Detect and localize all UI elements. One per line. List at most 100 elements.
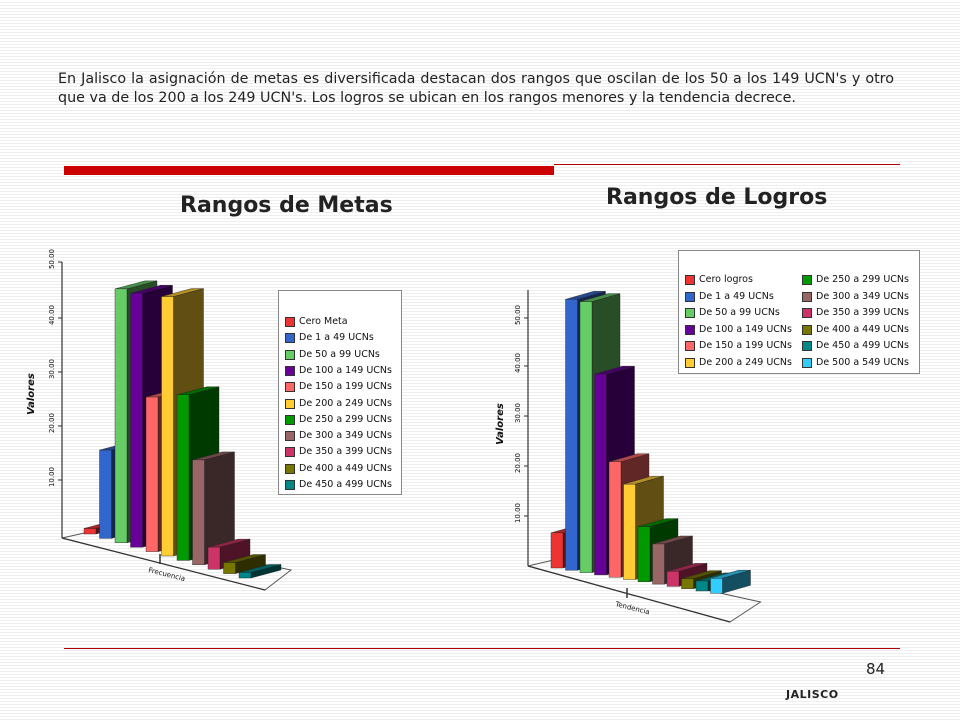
bar-front (83, 528, 97, 535)
legend-label: De 200 a 249 UCNs (699, 356, 792, 368)
bar-8 (192, 451, 235, 566)
legend-swatch (285, 398, 295, 409)
bar-front (145, 396, 159, 552)
bar-front (681, 578, 694, 589)
y-axis-title: Valores (495, 403, 506, 445)
bar-front (579, 301, 593, 573)
legend-item: De 450 a 499 UCNs (802, 339, 909, 353)
y-tick-label: 50.00 (48, 249, 56, 269)
y-tick-label: 20.00 (48, 413, 56, 433)
thin-divider (554, 164, 900, 165)
y-axis-title: Valores (26, 373, 37, 415)
legend-label: Cero Meta (299, 316, 348, 327)
legend-logros: Cero logros De 1 a 49 UCNs De 50 a 99 UCNs… (678, 250, 920, 374)
bar-front (176, 394, 190, 561)
legend-item: De 100 a 149 UCNs (685, 323, 792, 337)
y-tick-label: 20.00 (514, 453, 522, 473)
bar-12 (710, 569, 751, 594)
bar-front (99, 449, 112, 539)
bar-front (238, 572, 252, 579)
legend-swatch (685, 308, 695, 318)
legend-label: De 350 a 399 UCNs (299, 446, 392, 458)
y-tick-label: 10.00 (514, 503, 522, 523)
legend-label: De 350 a 399 UCNs (816, 307, 909, 318)
legend-item: De 350 a 399 UCNs (285, 445, 392, 459)
legend-label: Cero logros (699, 274, 753, 285)
legend-label: De 50 a 99 UCNs (699, 307, 780, 318)
bar-front (565, 299, 578, 571)
legend-swatch (802, 341, 812, 351)
legend-item: De 250 a 299 UCNs (285, 413, 392, 427)
legend-label: De 100 a 149 UCNs (299, 364, 392, 376)
red-divider (64, 166, 554, 175)
bar-front (207, 546, 221, 570)
legend-metas: Cero Meta De 1 a 49 UCNs De 50 a 99 UCNs De… (278, 290, 402, 495)
legend-swatch (285, 382, 295, 393)
legend-label: De 400 a 449 UCNs (816, 323, 909, 335)
bar-front (623, 483, 636, 580)
legend-swatch (285, 447, 295, 458)
legend-swatch (285, 480, 295, 490)
legend-item: De 1 a 49 UCNs (285, 331, 374, 345)
legend-item: De 250 a 299 UCNs (802, 273, 909, 287)
intro-paragraph: En Jalisco la asignación de metas es div… (58, 71, 894, 106)
legend-swatch (685, 291, 695, 302)
legend-item: De 350 a 399 UCNs (802, 306, 909, 320)
legend-item: De 400 a 449 UCNs (285, 462, 392, 476)
bar-front (608, 461, 622, 578)
legend-swatch (285, 463, 295, 474)
bar-10 (223, 554, 266, 574)
x-axis (61, 537, 266, 591)
legend-swatch (285, 333, 295, 344)
page-number: 84 (866, 660, 886, 678)
bar-front (192, 459, 205, 566)
legend-swatch (285, 365, 295, 376)
bar-front (594, 373, 607, 576)
legend-label: De 450 a 499 UCNs (299, 479, 392, 490)
legend-item: De 200 a 249 UCNs (285, 397, 392, 411)
legend-swatch (802, 308, 812, 318)
y-tick-label: 30.00 (48, 359, 56, 379)
legend-item: De 300 a 349 UCNs (802, 290, 909, 304)
legend-swatch (685, 275, 695, 285)
bar-front (161, 296, 174, 557)
legend-item: Cero logros (685, 273, 753, 287)
legend-swatch (285, 414, 295, 425)
bar-front (666, 571, 680, 587)
y-tick-label: 40.00 (514, 353, 522, 373)
bar-11 (238, 564, 282, 579)
legend-swatch (685, 341, 695, 351)
footer-label: JALISCO (786, 688, 839, 701)
legend-swatch (802, 291, 812, 302)
bar-front (130, 293, 143, 548)
bar-front (695, 580, 709, 592)
bar-front (652, 543, 665, 585)
legend-label: De 150 a 199 UCNs (299, 381, 392, 393)
legend-swatch (802, 275, 812, 285)
bar-front (223, 562, 236, 574)
legend-label: De 250 a 299 UCNs (299, 413, 392, 425)
legend-item: Cero Meta (285, 315, 348, 329)
legend-label: De 300 a 349 UCNs (299, 430, 392, 442)
legend-label: De 150 a 199 UCNs (699, 340, 792, 351)
legend-label: De 500 a 549 UCNs (816, 356, 909, 368)
legend-item: De 50 a 99 UCNs (285, 348, 380, 362)
legend-label: De 450 a 499 UCNs (816, 340, 909, 351)
legend-swatch (285, 317, 295, 327)
y-tick-label: 50.00 (514, 305, 522, 325)
legend-item: De 200 a 249 UCNs (685, 356, 792, 370)
chart-title-metas: Rangos de Metas (180, 193, 393, 218)
legend-swatch (802, 357, 812, 368)
legend-label: De 250 a 299 UCNs (816, 274, 909, 285)
legend-item: De 150 a 199 UCNs (685, 339, 792, 353)
legend-label: De 100 a 149 UCNs (699, 323, 792, 335)
bottom-divider (64, 648, 900, 649)
legend-swatch (685, 324, 695, 335)
legend-item: De 100 a 149 UCNs (285, 364, 392, 378)
legend-item: De 150 a 199 UCNs (285, 380, 392, 394)
bar-front (637, 526, 651, 582)
legend-label: De 300 a 349 UCNs (816, 290, 909, 302)
legend-label: De 1 a 49 UCNs (299, 332, 374, 344)
